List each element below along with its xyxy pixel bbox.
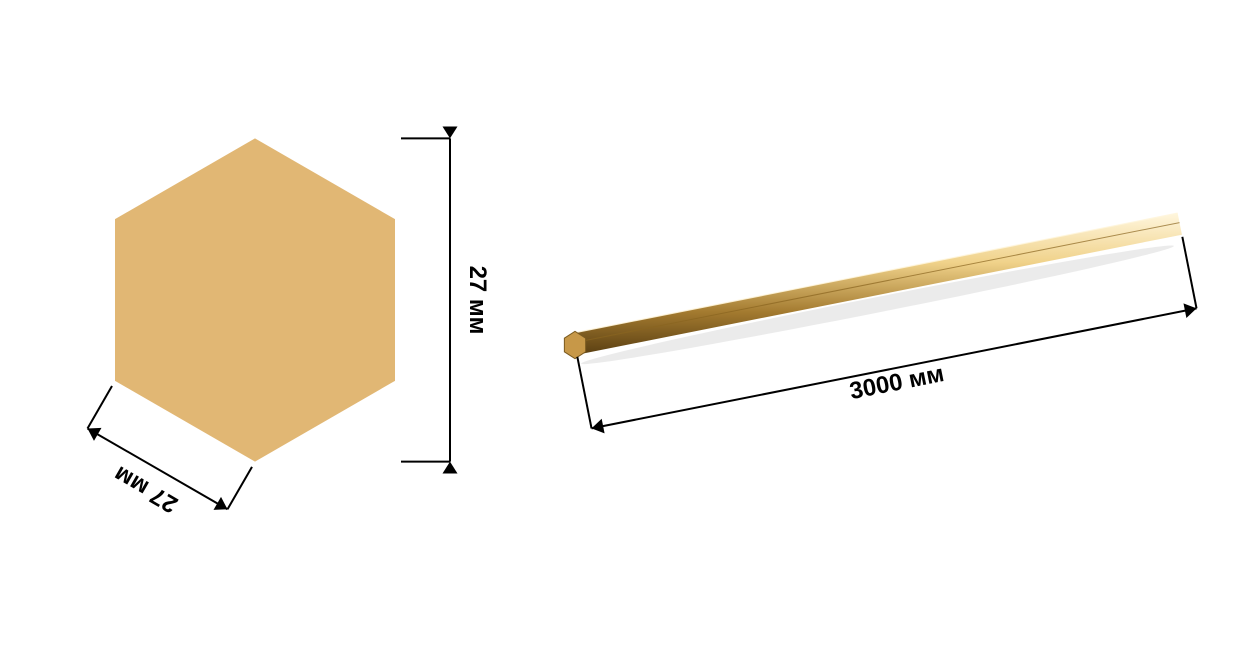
rod-shadow xyxy=(580,238,1176,371)
width-dimension-label: 27 мм xyxy=(109,460,182,518)
diagram-container: 27 мм 27 мм 3000 мм xyxy=(0,0,1240,660)
hexagon-shape xyxy=(115,138,395,461)
height-dimension-label: 27 мм xyxy=(464,266,491,335)
hexagon-cross-section: 27 мм 27 мм xyxy=(88,127,492,519)
rod-body xyxy=(573,213,1182,355)
height-dimension: 27 мм xyxy=(401,127,491,474)
hex-rod-3d: 3000 мм xyxy=(564,213,1196,433)
technical-drawing-svg: 27 мм 27 мм 3000 мм xyxy=(0,0,1240,660)
